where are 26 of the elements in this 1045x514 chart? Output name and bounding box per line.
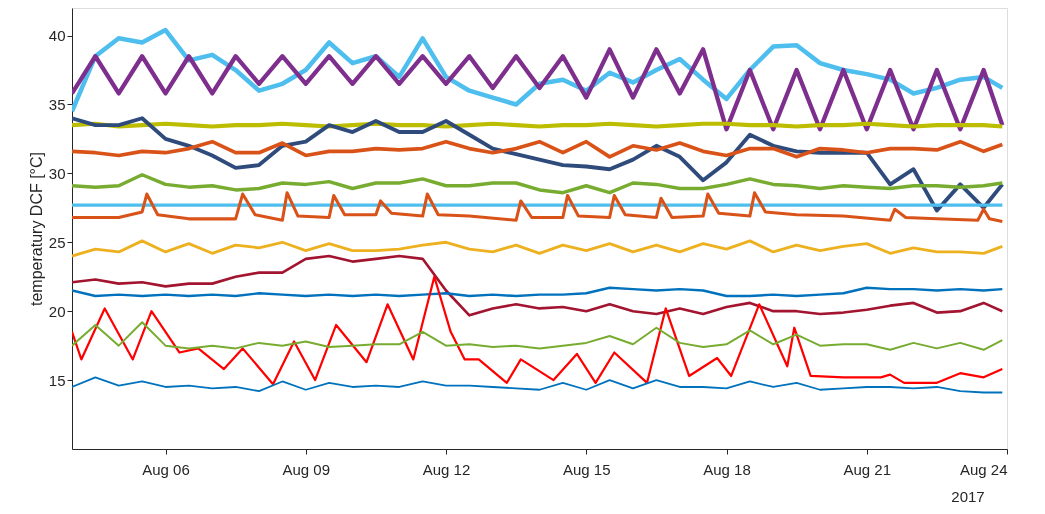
line-series [72, 139, 1005, 159]
line-series [72, 275, 1004, 386]
line-series [72, 47, 1005, 132]
y-tick-label: 15 [48, 371, 66, 389]
y-tick-label: 40 [48, 27, 66, 45]
line-series [72, 254, 1004, 317]
x-tick-label: Aug 24 [959, 460, 1008, 478]
y-tick-label: 20 [48, 302, 66, 320]
line-series [72, 321, 1004, 351]
x-tick-label: Aug 09 [282, 460, 331, 478]
line-series [72, 286, 1004, 298]
x-tick-label: Aug 06 [142, 460, 190, 478]
y-tick-label: 35 [48, 95, 66, 113]
y-axis-title: temperatury DCF [°C] [27, 152, 45, 306]
y-tick-label: 30 [48, 164, 66, 182]
text: 2017 [951, 488, 985, 505]
x-tick-label: Aug 21 [843, 460, 892, 478]
line-series [72, 239, 1004, 258]
line-series [72, 173, 1005, 195]
x-tick-label: Aug 15 [562, 460, 611, 478]
y-tick-label: 25 [48, 233, 66, 251]
x-tick-label: Aug 18 [703, 460, 751, 478]
x-tick-label: Aug 12 [422, 460, 471, 478]
line-series [72, 376, 1004, 394]
line-series [72, 191, 1004, 224]
line-series [72, 116, 1005, 213]
